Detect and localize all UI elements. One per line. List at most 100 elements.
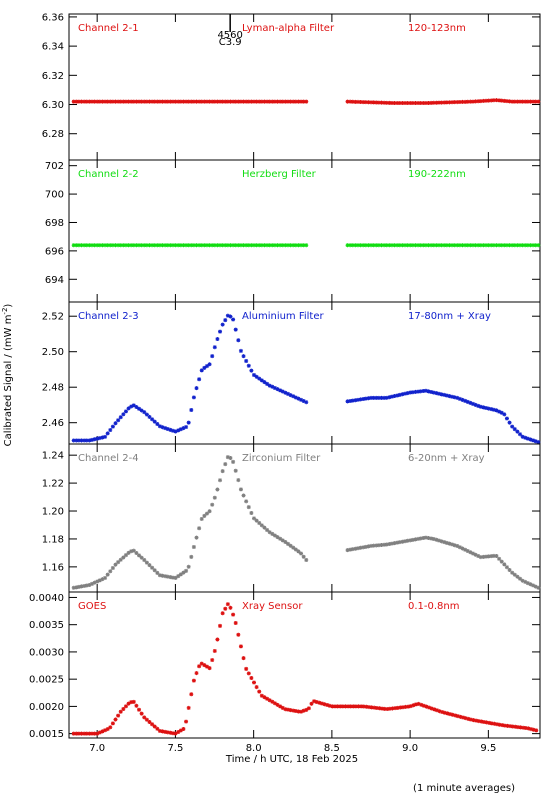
data-point bbox=[390, 706, 395, 711]
data-point bbox=[87, 438, 92, 443]
data-point bbox=[76, 731, 81, 736]
data-point bbox=[163, 243, 168, 248]
data-point bbox=[231, 99, 236, 104]
data-point bbox=[379, 395, 384, 400]
data-point bbox=[246, 99, 251, 104]
y-tick-label: 6.32 bbox=[42, 71, 64, 82]
data-point bbox=[283, 390, 288, 395]
data-point bbox=[246, 363, 251, 368]
data-point bbox=[257, 99, 262, 104]
data-point bbox=[478, 555, 483, 560]
data-point bbox=[450, 712, 455, 717]
data-point bbox=[194, 671, 199, 676]
series-2 bbox=[345, 243, 541, 248]
data-point bbox=[165, 730, 170, 735]
data-point bbox=[283, 707, 288, 712]
data-point bbox=[481, 719, 486, 724]
y-tick-label: 1.22 bbox=[42, 479, 64, 490]
data-point bbox=[369, 395, 374, 400]
data-point bbox=[512, 243, 517, 248]
data-point bbox=[304, 243, 309, 248]
data-point bbox=[89, 581, 94, 586]
data-point bbox=[150, 99, 155, 104]
data-point bbox=[499, 243, 504, 248]
data-point bbox=[291, 99, 296, 104]
data-point bbox=[139, 243, 144, 248]
data-point bbox=[170, 99, 175, 104]
data-point bbox=[293, 709, 298, 714]
data-point bbox=[105, 572, 110, 577]
data-point bbox=[283, 540, 288, 545]
data-point bbox=[134, 243, 139, 248]
data-point bbox=[262, 525, 267, 530]
data-point bbox=[423, 243, 428, 248]
data-point bbox=[236, 243, 241, 248]
data-point bbox=[142, 243, 147, 248]
data-point bbox=[353, 546, 358, 551]
data-point bbox=[489, 243, 494, 248]
data-point bbox=[210, 354, 215, 359]
data-point bbox=[330, 704, 335, 709]
panel-label: Channel 2-1 bbox=[78, 23, 139, 34]
data-point bbox=[372, 705, 377, 710]
data-point bbox=[473, 243, 478, 248]
data-point bbox=[95, 243, 100, 248]
data-point bbox=[453, 713, 458, 718]
data-point bbox=[103, 434, 108, 439]
data-point bbox=[431, 243, 436, 248]
data-point bbox=[470, 243, 475, 248]
data-point bbox=[123, 409, 128, 414]
data-point bbox=[374, 395, 379, 400]
data-point bbox=[139, 711, 144, 716]
data-point bbox=[481, 405, 486, 410]
data-point bbox=[468, 550, 473, 555]
data-point bbox=[244, 99, 249, 104]
data-point bbox=[461, 715, 466, 720]
footnote: (1 minute averages) bbox=[413, 783, 515, 794]
data-point bbox=[505, 723, 510, 728]
data-point bbox=[528, 437, 533, 442]
data-point bbox=[447, 712, 452, 717]
data-point bbox=[494, 554, 499, 559]
data-point bbox=[262, 695, 267, 700]
data-point bbox=[452, 100, 457, 105]
data-point bbox=[160, 243, 165, 248]
data-point bbox=[137, 553, 142, 558]
data-point bbox=[418, 389, 423, 394]
y-axis-label: Calibrated Signal / (mW m-2) bbox=[1, 304, 14, 447]
data-point bbox=[382, 395, 387, 400]
data-point bbox=[395, 243, 400, 248]
data-point bbox=[84, 731, 89, 736]
data-point bbox=[113, 717, 118, 722]
data-point bbox=[507, 99, 512, 104]
data-point bbox=[186, 99, 191, 104]
x-tick-label: 7.5 bbox=[167, 743, 183, 754]
data-point bbox=[121, 412, 126, 417]
data-point bbox=[267, 530, 272, 535]
data-point bbox=[355, 99, 360, 104]
data-point bbox=[319, 701, 324, 706]
data-point bbox=[397, 540, 402, 545]
data-point bbox=[225, 602, 230, 607]
data-point bbox=[170, 575, 175, 580]
data-point bbox=[113, 243, 118, 248]
data-point bbox=[270, 384, 275, 389]
data-point bbox=[410, 537, 415, 542]
data-point bbox=[439, 100, 444, 105]
data-point bbox=[502, 243, 507, 248]
data-point bbox=[126, 550, 131, 555]
data-point bbox=[444, 243, 449, 248]
data-point bbox=[531, 99, 536, 104]
data-point bbox=[139, 555, 144, 560]
data-point bbox=[165, 243, 170, 248]
y-tick-label: 2.52 bbox=[42, 312, 64, 323]
series-1 bbox=[71, 602, 539, 736]
data-point bbox=[220, 99, 225, 104]
panel-label: Channel 2-3 bbox=[78, 311, 139, 322]
data-point bbox=[252, 516, 257, 521]
data-point bbox=[275, 702, 280, 707]
data-point bbox=[74, 99, 79, 104]
data-point bbox=[220, 469, 225, 474]
data-point bbox=[478, 243, 483, 248]
data-point bbox=[105, 431, 110, 436]
